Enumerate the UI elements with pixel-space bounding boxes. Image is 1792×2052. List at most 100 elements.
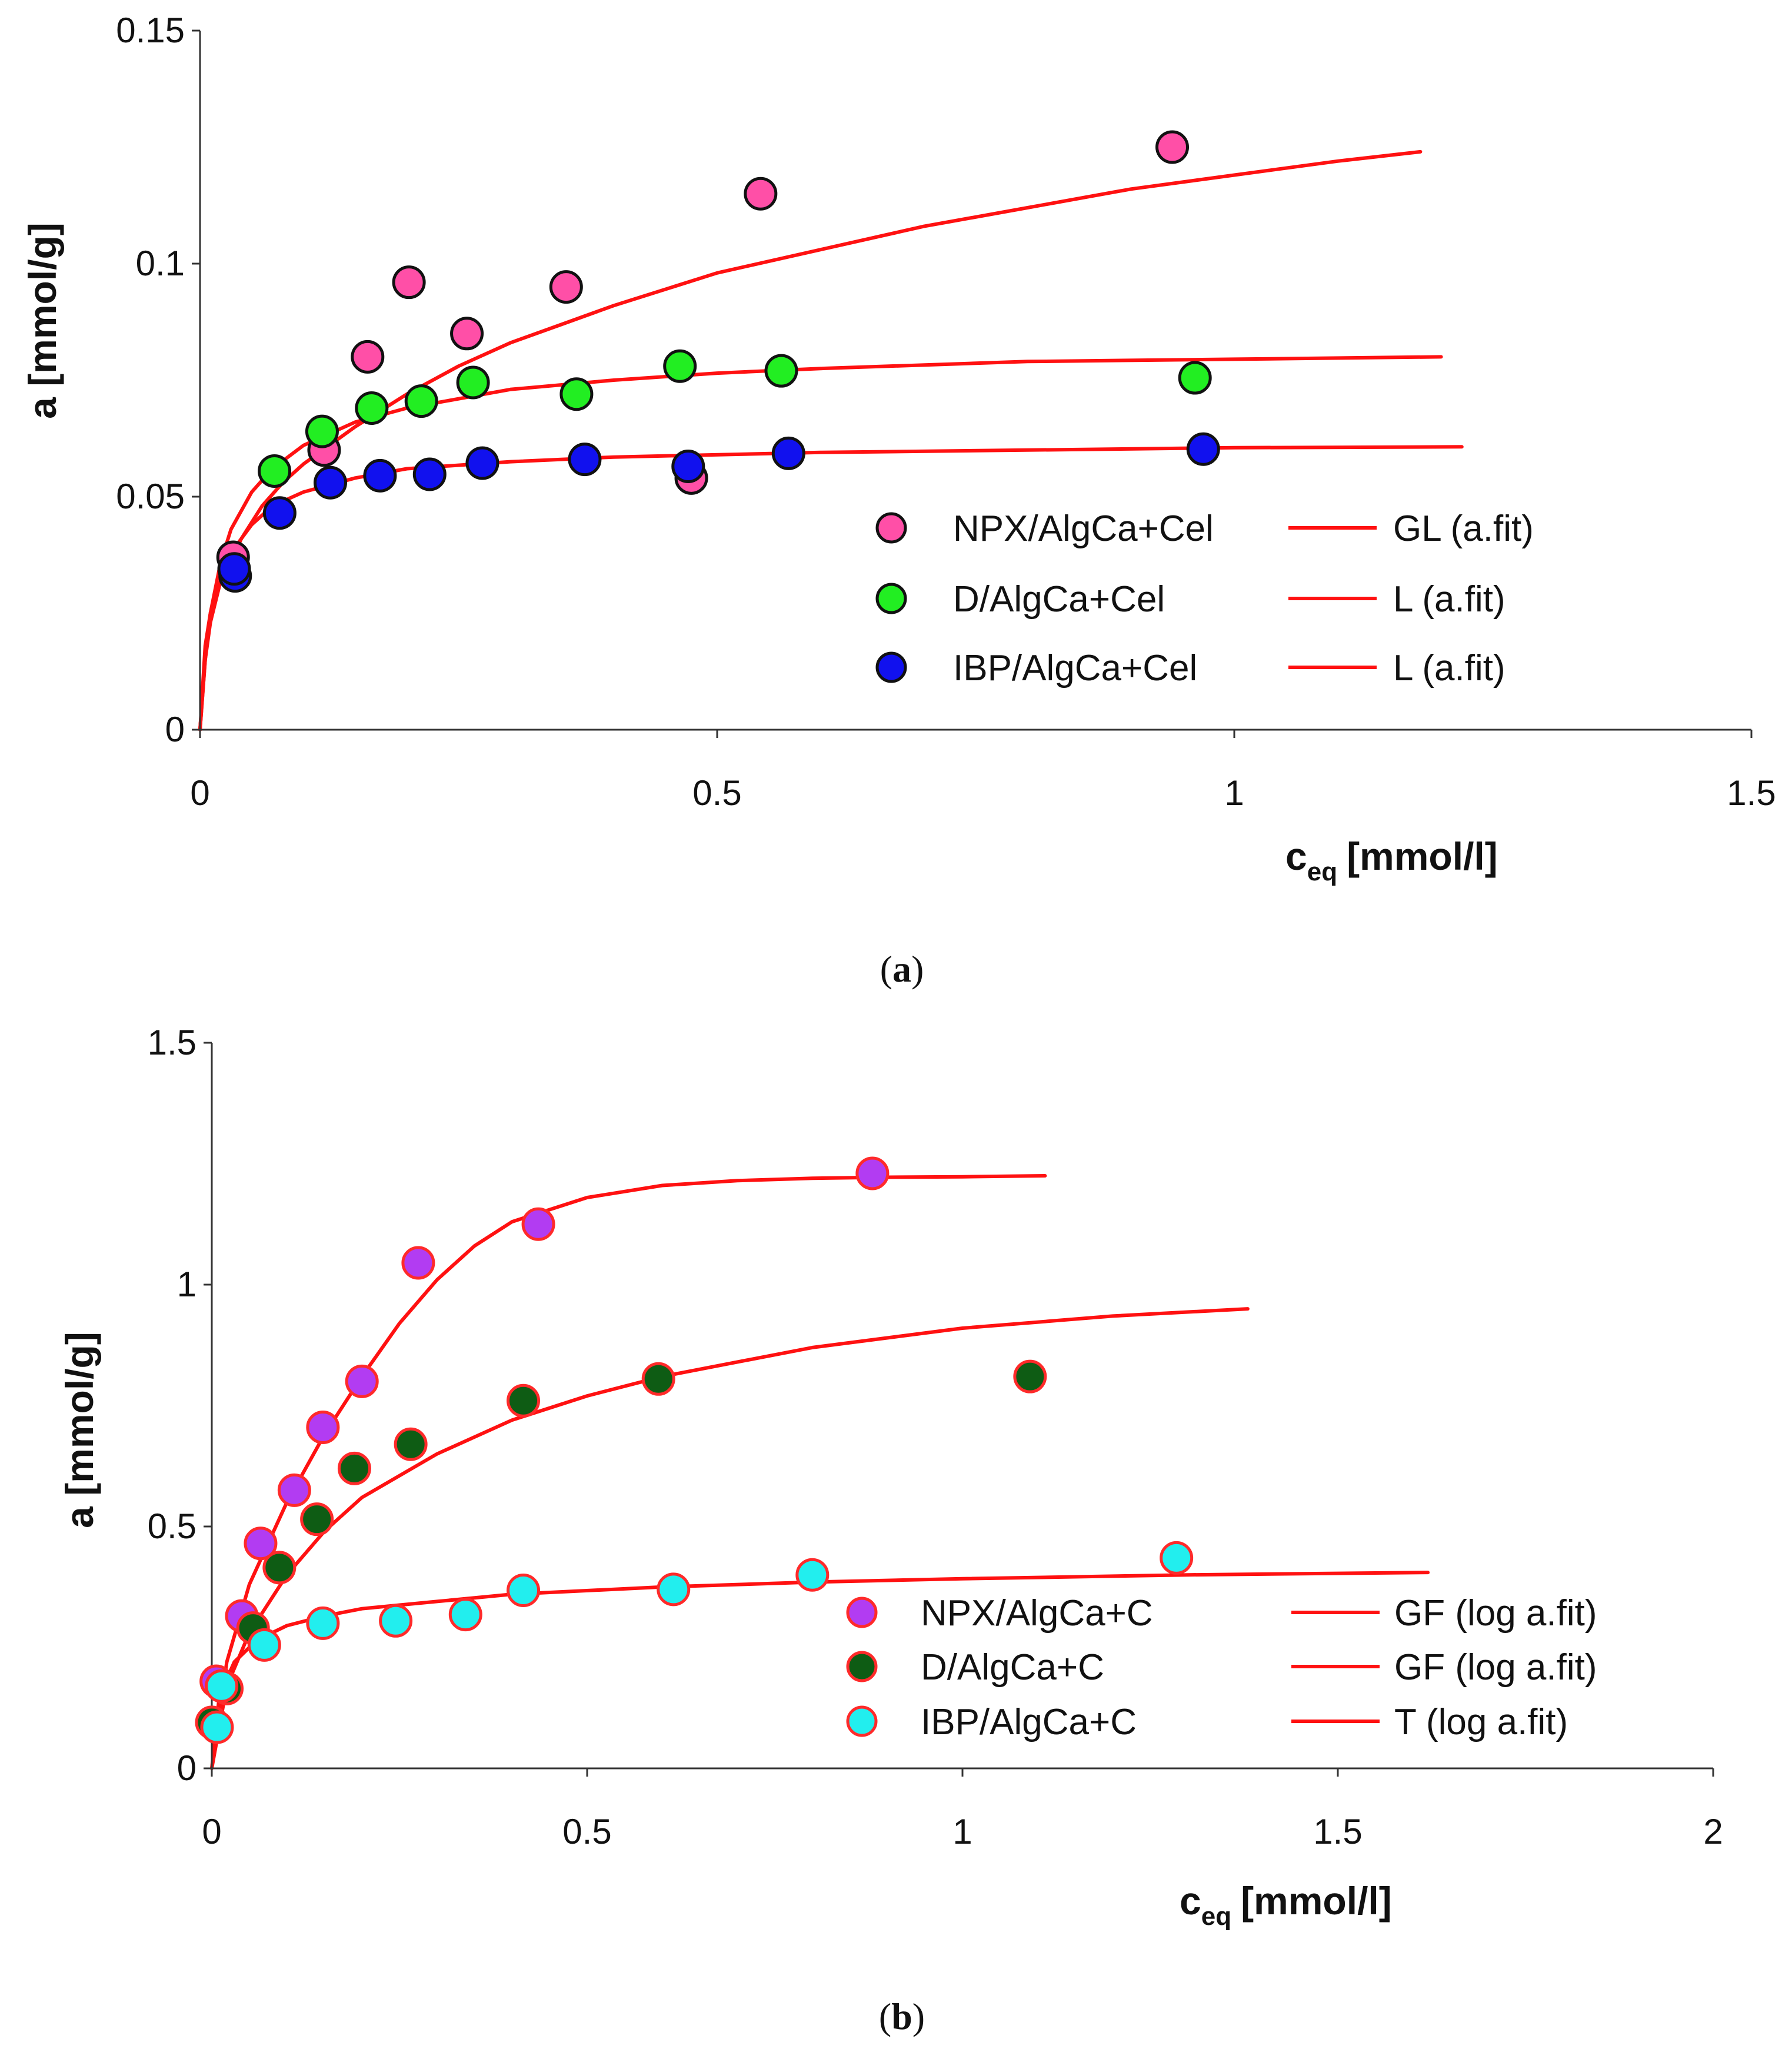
chart-a-fit-lines xyxy=(198,149,1464,731)
chart-a: 0 0.05 0.1 0.15 0 0.5 1 1.5 NPX/AlgCa+Cel GL (a.… xyxy=(21,11,1776,990)
chart-a-point-npx-algca-cel xyxy=(392,265,426,300)
chart-a-point-d-algca-cel xyxy=(456,365,490,400)
chart-a-axes: 0 0.05 0.1 0.15 0 0.5 1 1.5 xyxy=(116,11,1776,813)
chart-b-legend-marker xyxy=(846,1651,878,1682)
chart-a-point-d-algca-cel xyxy=(258,454,292,488)
chart-b-point-npx-algca-c xyxy=(855,1156,890,1190)
chart-a-point-ibp-algca-cel xyxy=(412,457,447,491)
chart-b-x-tick-label: 1 xyxy=(952,1812,972,1851)
chart-a-point-ibp-algca-cel xyxy=(217,552,251,586)
chart-a-y-tick-label: 0 xyxy=(165,710,185,749)
chart-a-point-ibp-algca-cel xyxy=(671,450,705,484)
chart-b: 0 0.5 1 1.5 0 0.5 1 1.5 2 NPX/AlgCa+C GF (log a.f… xyxy=(58,1023,1723,2037)
chart-a-point-ibp-algca-cel xyxy=(465,446,499,480)
chart-a-y-tick-label: 0.05 xyxy=(116,477,185,516)
chart-a-x-tick-label: 0.5 xyxy=(692,773,741,813)
chart-a-y-tick-label: 0.1 xyxy=(136,244,185,283)
chart-b-fit-lines xyxy=(210,1174,1430,1770)
chart-b-legend-series-label: NPX/AlgCa+C xyxy=(921,1593,1153,1634)
chart-a-legend-series-label: IBP/AlgCa+Cel xyxy=(953,648,1197,689)
chart-a-y-tick-label: 0.15 xyxy=(116,11,185,50)
chart-a-point-npx-algca-cel xyxy=(1155,130,1190,164)
chart-a-x-tick-label: 0 xyxy=(190,773,209,813)
chart-a-point-ibp-algca-cel xyxy=(1186,432,1220,466)
chart-a-points xyxy=(216,130,1220,593)
chart-b-point-ibp-algca-c xyxy=(1160,1541,1194,1575)
chart-b-point-npx-algca-c xyxy=(401,1246,435,1280)
chart-b-y-tick-label: 0 xyxy=(177,1748,196,1788)
chart-b-fit-line-3 xyxy=(210,1571,1430,1770)
chart-b-x-tick-label: 0 xyxy=(202,1812,221,1851)
chart-b-legend-series-label: D/AlgCa+C xyxy=(921,1647,1104,1688)
chart-b-legend-marker xyxy=(846,1597,878,1628)
chart-b-y-tick-label: 0.5 xyxy=(148,1506,196,1546)
chart-a-legend-marker xyxy=(875,651,907,683)
chart-a-point-d-algca-cel xyxy=(663,349,697,383)
chart-b-x-tick-label: 0.5 xyxy=(562,1812,611,1851)
chart-a-point-npx-algca-cel xyxy=(450,317,484,351)
chart-a-point-d-algca-cel xyxy=(355,391,389,425)
chart-a-point-npx-algca-cel xyxy=(549,270,583,304)
chart-a-legend-fit-label: L (a.fit) xyxy=(1393,579,1505,620)
chart-b-caption: (b) xyxy=(879,1996,925,2037)
chart-b-x-axis-label: ceq [mmol/l] xyxy=(1180,1879,1392,1931)
chart-b-fit-line-1 xyxy=(210,1174,1047,1770)
chart-a-fit-line-1 xyxy=(198,149,1423,731)
chart-a-fit-line-2 xyxy=(198,355,1443,731)
chart-a-point-d-algca-cel xyxy=(305,414,339,448)
chart-b-point-ibp-algca-c xyxy=(448,1598,482,1632)
chart-a-x-tick-label: 1 xyxy=(1224,773,1244,813)
chart-b-point-npx-algca-c xyxy=(306,1410,340,1444)
chart-b-legend-fit-label: GF (log a.fit) xyxy=(1394,1593,1597,1634)
chart-a-legend-marker xyxy=(875,512,907,544)
chart-b-point-d-algca-c xyxy=(394,1427,428,1461)
chart-b-x-tick-label: 1.5 xyxy=(1313,1812,1362,1851)
chart-b-point-ibp-algca-c xyxy=(205,1669,239,1703)
chart-a-point-d-algca-cel xyxy=(1178,361,1212,395)
chart-a-point-ibp-algca-cel xyxy=(314,465,348,500)
chart-b-point-ibp-algca-c xyxy=(657,1572,691,1607)
chart-a-legend-series-label: NPX/AlgCa+Cel xyxy=(953,508,1214,549)
chart-b-point-npx-algca-c xyxy=(277,1473,311,1507)
chart-b-x-tick-label: 2 xyxy=(1703,1812,1723,1851)
chart-a-legend-marker xyxy=(875,583,907,614)
chart-a-point-d-algca-cel xyxy=(404,384,438,418)
chart-b-y-tick-label: 1 xyxy=(177,1265,196,1304)
chart-b-point-ibp-algca-c xyxy=(795,1558,830,1592)
chart-b-point-ibp-algca-c xyxy=(247,1628,281,1662)
chart-a-legend-series-label: D/AlgCa+Cel xyxy=(953,579,1165,620)
chart-b-axes: 0 0.5 1 1.5 0 0.5 1 1.5 2 xyxy=(148,1023,1723,1851)
chart-a-point-npx-algca-cel xyxy=(351,340,385,374)
chart-b-point-npx-algca-c xyxy=(521,1207,555,1241)
chart-b-legend-fit-label: T (log a.fit) xyxy=(1394,1702,1568,1742)
chart-b-point-d-algca-c xyxy=(507,1383,541,1418)
chart-a-caption: (a) xyxy=(880,948,924,990)
chart-b-y-tick-label: 1.5 xyxy=(148,1023,196,1062)
chart-b-point-ibp-algca-c xyxy=(306,1606,340,1640)
chart-b-point-d-algca-c xyxy=(1013,1359,1047,1394)
chart-a-legend-fit-label: GL (a.fit) xyxy=(1393,508,1534,549)
chart-b-points xyxy=(195,1156,1194,1744)
chart-b-point-d-algca-c xyxy=(337,1451,371,1485)
chart-b-point-d-algca-c xyxy=(300,1502,334,1536)
chart-a-legend: NPX/AlgCa+Cel GL (a.fit) D/AlgCa+Cel L (a.f… xyxy=(875,508,1534,689)
chart-a-legend-fit-label: L (a.fit) xyxy=(1393,648,1505,689)
chart-b-point-ibp-algca-c xyxy=(200,1710,234,1744)
chart-b-legend: NPX/AlgCa+C GF (log a.fit) D/AlgCa+C GF (lo… xyxy=(846,1593,1597,1742)
chart-b-point-ibp-algca-c xyxy=(379,1604,413,1638)
chart-b-y-axis-label: a [mmol/g] xyxy=(58,1332,101,1528)
chart-a-y-axis-label: a [mmol/g] xyxy=(21,222,64,419)
chart-b-point-d-algca-c xyxy=(641,1362,675,1396)
chart-b-point-d-algca-c xyxy=(262,1551,297,1585)
chart-a-point-d-algca-cel xyxy=(764,354,798,388)
chart-b-legend-marker xyxy=(846,1705,878,1737)
chart-b-point-npx-algca-c xyxy=(244,1526,278,1561)
chart-a-point-ibp-algca-cel xyxy=(262,496,297,530)
chart-a-point-ibp-algca-cel xyxy=(363,458,397,493)
chart-a-point-ibp-algca-cel xyxy=(568,443,602,477)
chart-b-point-npx-algca-c xyxy=(345,1364,379,1398)
chart-a-x-tick-label: 1.5 xyxy=(1727,773,1776,813)
chart-a-point-ibp-algca-cel xyxy=(771,436,805,470)
chart-a-point-d-algca-cel xyxy=(559,377,594,411)
